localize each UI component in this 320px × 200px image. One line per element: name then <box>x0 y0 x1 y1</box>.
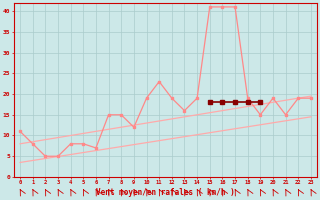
X-axis label: Vent moyen/en rafales ( km/h ): Vent moyen/en rafales ( km/h ) <box>96 188 235 197</box>
